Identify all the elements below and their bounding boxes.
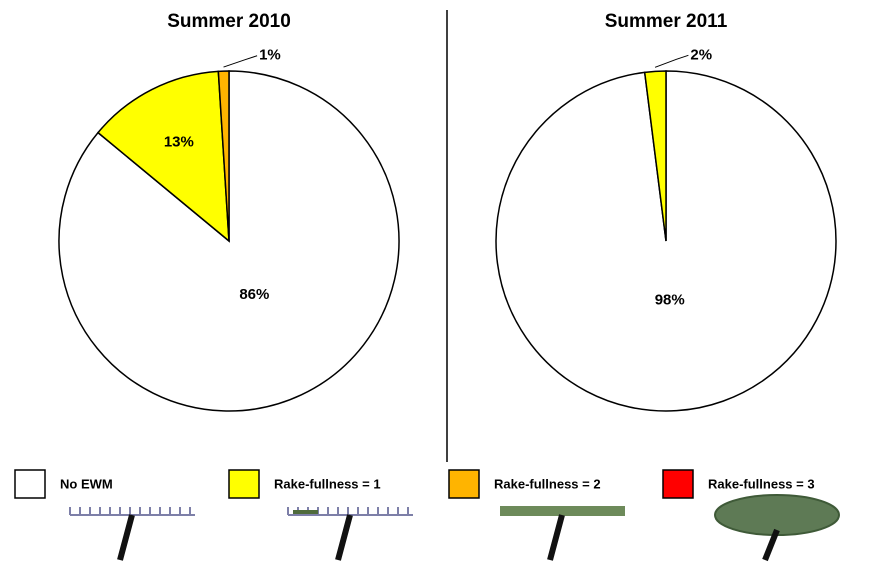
legend-label: Rake-fullness = 2 — [494, 476, 601, 491]
legend-swatch — [448, 469, 480, 499]
pie-slice — [217, 70, 230, 242]
pie-slice — [58, 70, 400, 412]
pie-slice — [96, 70, 230, 243]
leader-line — [654, 54, 689, 68]
legend-swatch — [228, 469, 260, 499]
data-label: 2% — [690, 46, 712, 63]
data-label: 13% — [164, 134, 194, 151]
chart-title: Summer 2010 — [167, 11, 291, 32]
data-label: 1% — [259, 47, 281, 64]
legend-swatch — [14, 469, 46, 499]
legend-label: No EWM — [60, 476, 113, 491]
legend-label: Rake-fullness = 1 — [274, 476, 381, 491]
data-label: 98% — [655, 291, 685, 308]
legend-label: Rake-fullness = 3 — [708, 476, 815, 491]
chart-title: Summer 2011 — [605, 11, 728, 32]
data-label: 86% — [239, 286, 269, 303]
pie-slice — [643, 70, 667, 242]
leader-line — [223, 55, 258, 68]
legend-swatch — [662, 469, 694, 499]
rake-icons — [69, 494, 840, 562]
pie-slice — [495, 70, 837, 412]
